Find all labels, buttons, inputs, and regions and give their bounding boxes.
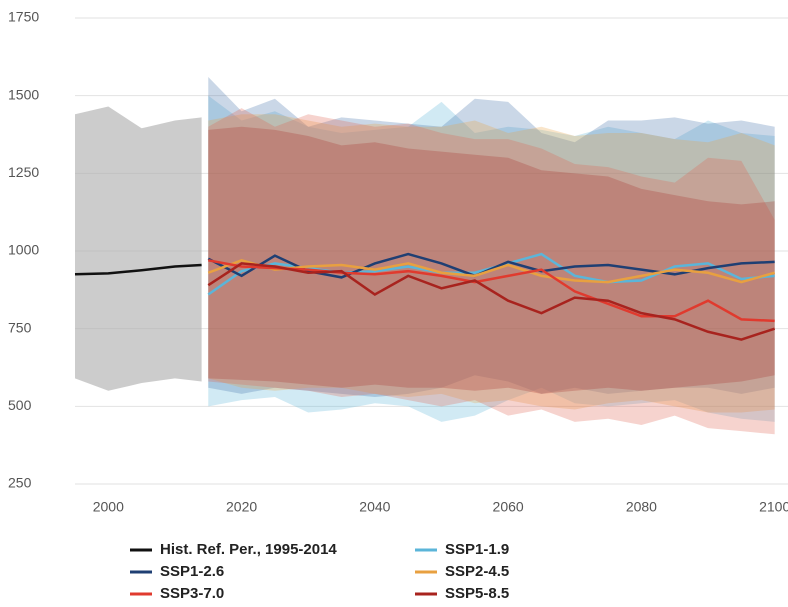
y-tick-label: 750 <box>8 319 32 335</box>
series-line <box>74 263 202 276</box>
y-tick-label: 1750 <box>8 9 39 25</box>
series-line <box>208 259 775 323</box>
legend-label: SSP5-8.5 <box>445 585 509 602</box>
legend-label: Hist. Ref. Per., 1995-2014 <box>160 541 337 558</box>
y-tick-label: 1500 <box>8 86 39 102</box>
x-tick-label: 2040 <box>359 499 390 515</box>
uncertainty-band <box>208 95 775 422</box>
uncertainty-band <box>75 106 202 391</box>
y-tick-label: 500 <box>8 397 32 413</box>
y-tick-label: 1250 <box>8 164 39 180</box>
y-tick-label: 250 <box>8 475 32 491</box>
series-line <box>207 259 776 284</box>
legend-label: SSP2-4.5 <box>445 563 509 580</box>
uncertainty-band <box>208 77 775 398</box>
x-tick-label: 2060 <box>493 499 524 515</box>
x-tick-label: 2100 <box>759 499 788 515</box>
legend-label: SSP1-2.6 <box>160 563 224 580</box>
uncertainty-band <box>208 114 775 413</box>
x-tick-label: 2020 <box>226 499 257 515</box>
bands <box>75 77 775 435</box>
lines <box>74 252 776 341</box>
uncertainty-band <box>208 126 775 394</box>
legend-label: SSP1-1.9 <box>445 541 509 558</box>
x-tick-label: 2000 <box>93 499 124 515</box>
legend-label: SSP3-7.0 <box>160 585 224 602</box>
series-line <box>207 262 776 341</box>
x-tick-label: 2080 <box>626 499 657 515</box>
y-tick-label: 1000 <box>8 242 39 258</box>
